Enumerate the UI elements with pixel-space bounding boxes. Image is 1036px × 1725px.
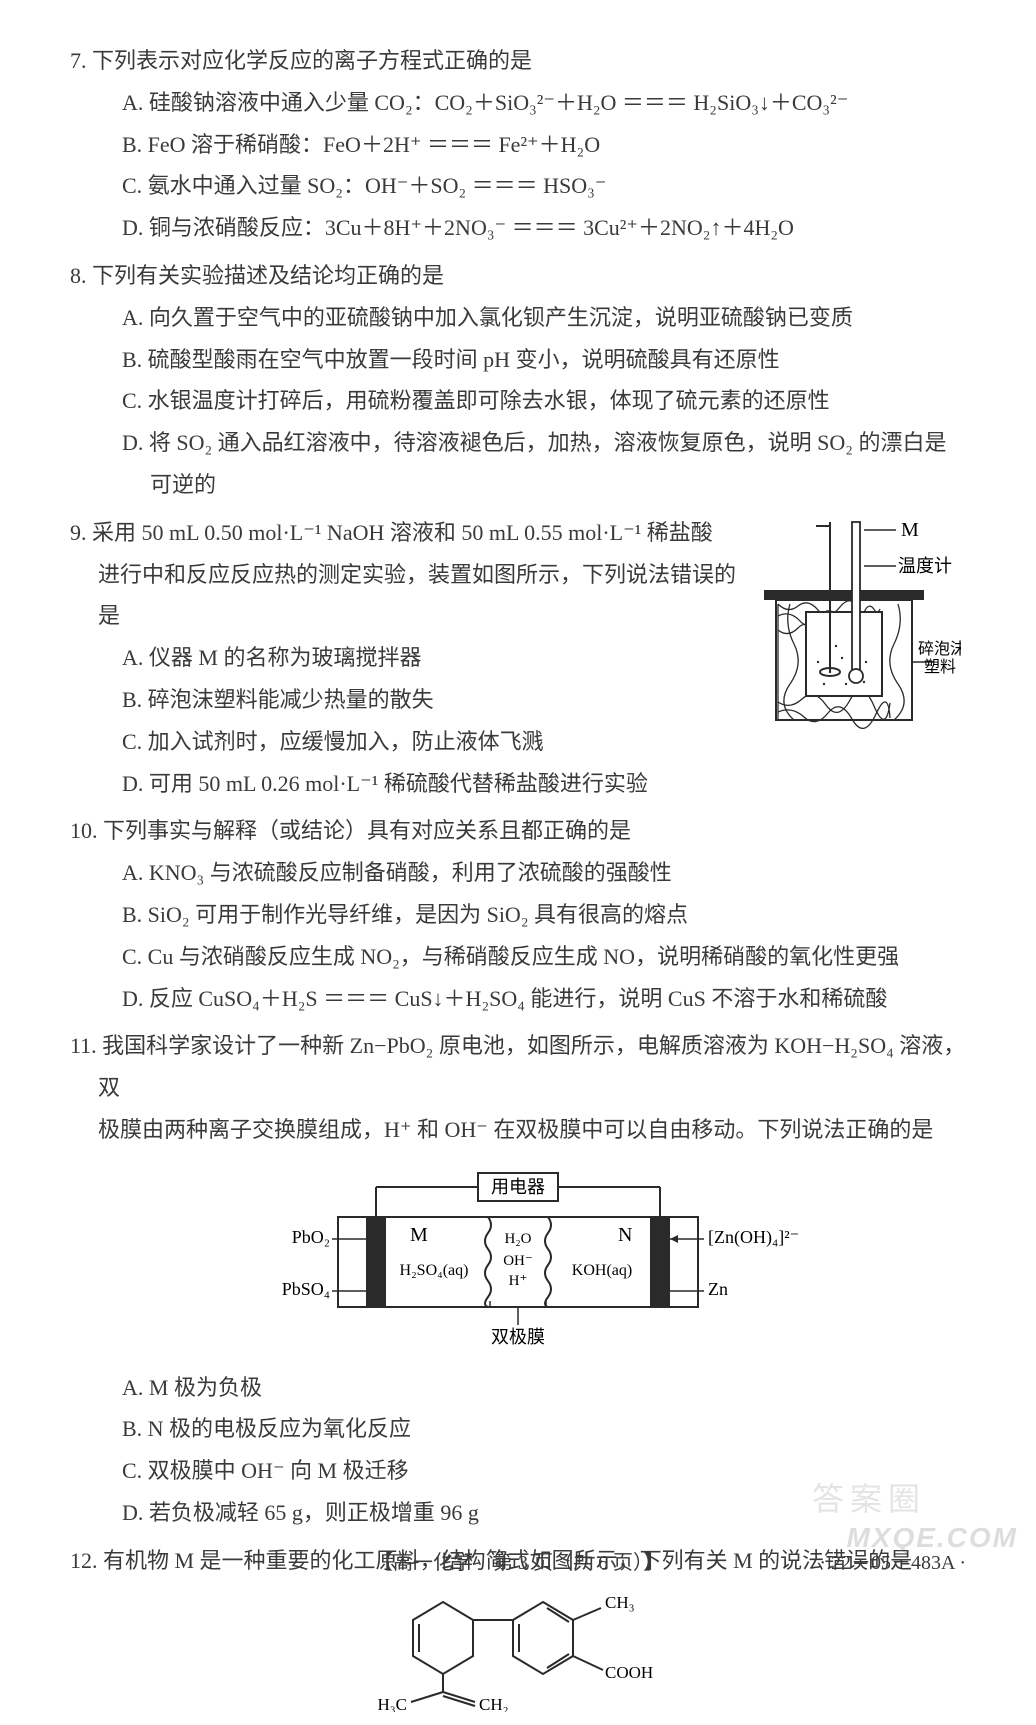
- q11-fig-h2o: H₂O: [505, 1231, 532, 1247]
- q10-option-b: B. SiO₂ 可用于制作光导纤维，是因为 SiO₂ 具有很高的熔点: [70, 894, 966, 936]
- q11-fig-pbo2: PbO₂: [292, 1227, 330, 1247]
- q11-fig-zn: Zn: [708, 1279, 728, 1299]
- q12-fig-ch3: CH₃: [605, 1593, 635, 1612]
- q8-option-b: B. 硫酸型酸雨在空气中放置一段时间 pH 变小，说明硫酸具有还原性: [70, 339, 966, 381]
- q9-option-c: C. 加入试剂时，应缓慢加入，防止液体飞溅: [70, 721, 746, 763]
- q11-fig-koh: KOH(aq): [572, 1262, 632, 1279]
- q9-option-b: B. 碎泡沫塑料能减少热量的散失: [70, 679, 746, 721]
- q8-option-c: C. 水银温度计打碎后，用硫粉覆盖即可除去水银，体现了硫元素的还原性: [70, 380, 966, 422]
- q9-figure: M 温度计 碎泡沫塑料: [746, 512, 966, 805]
- q12-fig-h3c: H₃C: [377, 1695, 407, 1712]
- q12-fig-cooh: COOH: [605, 1663, 653, 1682]
- q11-figure: 用电器 PbO₂ PbSO₄ [Zn(OH)₄]²⁻ Zn M N H₂SO₄(…: [70, 1157, 966, 1361]
- q11-fig-n: N: [618, 1224, 632, 1246]
- q10-option-d: D. 反应 CuSO₄＋H₂S ＝＝＝ CuS↓＋H₂SO₄ 能进行，说明 Cu…: [70, 978, 966, 1020]
- q12-figure: CH₃ COOH H₃C CH₂: [70, 1582, 966, 1725]
- q9-fig-label-m: M: [901, 519, 919, 541]
- q9-fig-label-thermo: 温度计: [898, 556, 952, 576]
- q7-option-a: A. 硅酸钠溶液中通入少量 CO₂：CO₂＋SiO₃²⁻＋H₂O ＝＝＝ H₂S…: [70, 82, 966, 124]
- q11-fig-load: 用电器: [491, 1177, 545, 1197]
- q9-stem-1: 9. 采用 50 mL 0.50 mol·L⁻¹ NaOH 溶液和 50 mL …: [70, 512, 746, 554]
- question-8: 8. 下列有关实验描述及结论均正确的是 A. 向久置于空气中的亚硫酸钠中加入氯化…: [70, 255, 966, 506]
- q8-stem: 8. 下列有关实验描述及结论均正确的是: [70, 255, 966, 297]
- watermark-en: MXQE.COM: [846, 1511, 1018, 1564]
- q10-option-c: C. Cu 与浓硝酸反应生成 NO₂，与稀硝酸反应生成 NO，说明稀硝酸的氧化性…: [70, 936, 966, 978]
- q9-option-a: A. 仪器 M 的名称为玻璃搅拌器: [70, 637, 746, 679]
- q7-option-c: C. 氨水中通入过量 SO₂：OH⁻＋SO₂ ＝＝＝ HSO₃⁻: [70, 165, 966, 207]
- q11-fig-m: M: [410, 1224, 428, 1246]
- q11-fig-mem: 双极膜: [491, 1327, 545, 1347]
- q7-option-b: B. FeO 溶于稀硝酸：FeO＋2H⁺ ＝＝＝ Fe²⁺＋H₂O: [70, 124, 966, 166]
- q7-stem: 7. 下列表示对应化学反应的离子方程式正确的是: [70, 40, 966, 82]
- q9-option-d: D. 可用 50 mL 0.26 mol·L⁻¹ 稀硫酸代替稀盐酸进行实验: [70, 763, 746, 805]
- q11-option-a: A. M 极为负极: [70, 1367, 966, 1409]
- q11-fig-hplus: H⁺: [509, 1273, 528, 1289]
- q9-stem-2: 进行中和反应反应热的测定实验，装置如图所示，下列说法错误的是: [70, 554, 746, 638]
- q11-fig-h2so4: H₂SO₄(aq): [400, 1262, 469, 1279]
- question-9: 9. 采用 50 mL 0.50 mol·L⁻¹ NaOH 溶液和 50 mL …: [70, 512, 966, 805]
- q10-stem: 10. 下列事实与解释（或结论）具有对应关系且都正确的是: [70, 810, 966, 852]
- q8-option-a: A. 向久置于空气中的亚硫酸钠中加入氯化钡产生沉淀，说明亚硫酸钠已变质: [70, 297, 966, 339]
- question-7: 7. 下列表示对应化学反应的离子方程式正确的是 A. 硅酸钠溶液中通入少量 CO…: [70, 40, 966, 249]
- q11-fig-znoh4: [Zn(OH)₄]²⁻: [708, 1227, 798, 1248]
- q7-option-d: D. 铜与浓硝酸反应：3Cu＋8H⁺＋2NO₃⁻ ＝＝＝ 3Cu²⁺＋2NO₂↑…: [70, 207, 966, 249]
- q11-fig-oh: OH⁻: [503, 1253, 533, 1269]
- q11-stem-1: 11. 我国科学家设计了一种新 Zn−PbO₂ 原电池，如图所示，电解质溶液为 …: [70, 1025, 966, 1109]
- q10-option-a: A. KNO₃ 与浓硫酸反应制备硝酸，利用了浓硫酸的强酸性: [70, 852, 966, 894]
- q9-fig-label-foam: 碎泡沫塑料: [918, 640, 961, 676]
- question-10: 10. 下列事实与解释（或结论）具有对应关系且都正确的是 A. KNO₃ 与浓硫…: [70, 810, 966, 1019]
- q8-option-d: D. 将 SO₂ 通入品红溶液中，待溶液褪色后，加热，溶液恢复原色，说明 SO₂…: [70, 422, 966, 506]
- question-11: 11. 我国科学家设计了一种新 Zn−PbO₂ 原电池，如图所示，电解质溶液为 …: [70, 1025, 966, 1533]
- q11-stem-2: 极膜由两种离子交换膜组成，H⁺ 和 OH⁻ 在双极膜中可以自由移动。下列说法正确…: [70, 1109, 966, 1151]
- q11-fig-pbso4: PbSO₄: [282, 1279, 330, 1299]
- q12-fig-ch2: CH₂: [479, 1695, 509, 1712]
- q11-option-b: B. N 极的电极反应为氧化反应: [70, 1408, 966, 1450]
- footer-page: 【高一化学 第 3 页（共 6 页）】: [330, 1544, 706, 1582]
